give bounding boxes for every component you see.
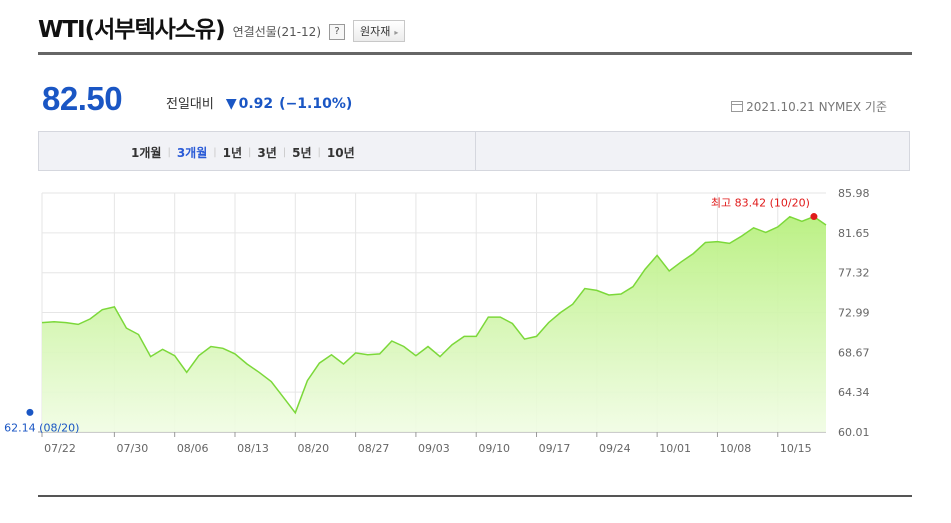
- x-tick-label: 08/20: [297, 442, 329, 455]
- low-marker: [26, 408, 34, 416]
- x-tick-label: 10/15: [780, 442, 812, 455]
- y-tick-label: 72.99: [838, 307, 870, 320]
- tab-separator: |: [248, 147, 252, 158]
- price-area: [42, 216, 826, 432]
- period-tabs: 1개월 | 3개월 | 1년 | 3년 | 5년 | 10년: [38, 131, 910, 171]
- x-tick-label: 10/08: [720, 442, 752, 455]
- footer-divider: [38, 495, 912, 497]
- tab-4[interactable]: 5년: [292, 146, 312, 160]
- low-label: 최저 62.14 (08/20): [0, 421, 79, 434]
- tab-2[interactable]: 1년: [222, 146, 243, 160]
- x-tick-label: 09/24: [599, 442, 631, 455]
- as-of-date: 2021.10.21 NYMEX 기준: [731, 98, 887, 115]
- page-title: WTI(서부텍사스유): [38, 17, 226, 43]
- x-tick-label: 08/27: [358, 442, 390, 455]
- y-tick-label: 81.65: [838, 227, 870, 240]
- x-tick-label: 07/22: [44, 442, 76, 455]
- x-tick-label: 07/30: [117, 442, 149, 455]
- header-divider: [38, 52, 912, 55]
- tab-divider: [475, 132, 476, 170]
- tab-separator: |: [282, 147, 287, 158]
- y-tick-label: 64.34: [838, 386, 870, 399]
- change-value: 0.92: [238, 96, 274, 112]
- commodity-button-label: 원자재: [360, 25, 391, 38]
- change-label: 전일대비: [166, 97, 214, 112]
- current-price: 82.50: [42, 80, 123, 117]
- page-header: WTI(서부텍사스유) 연결선물(21-12) ? 원자재 ▸: [38, 10, 406, 44]
- as-of-text: 2021.10.21 NYMEX 기준: [746, 100, 887, 114]
- tab-0[interactable]: 1개월: [131, 146, 162, 160]
- tab-separator: |: [167, 147, 171, 158]
- chevron-right-icon: ▸: [394, 28, 399, 37]
- help-icon[interactable]: ?: [329, 24, 346, 40]
- y-tick-label: 60.01: [838, 426, 870, 439]
- period-tab-row: 1개월 | 3개월 | 1년 | 3년 | 5년 | 10년: [125, 144, 361, 161]
- x-tick-label: 08/13: [237, 442, 269, 455]
- tab-5[interactable]: 10년: [326, 146, 355, 160]
- x-tick-label: 09/17: [539, 442, 571, 455]
- contract-subtitle: 연결선물(21-12): [232, 25, 322, 39]
- price-change: 전일대비 ▼ 0.92 (−1.10%): [166, 93, 352, 112]
- x-tick-label: 10/01: [659, 442, 691, 455]
- tab-1[interactable]: 3개월: [176, 146, 208, 160]
- y-tick-label: 85.98: [838, 187, 870, 200]
- change-percent: (−1.10%): [279, 96, 353, 112]
- x-tick-label: 08/06: [177, 442, 209, 455]
- high-marker: [810, 213, 818, 221]
- down-arrow-icon: ▼: [225, 96, 237, 112]
- tab-separator: |: [317, 147, 321, 158]
- x-tick-label: 09/10: [478, 442, 510, 455]
- x-tick-label: 09/03: [418, 442, 450, 455]
- commodity-button[interactable]: 원자재 ▸: [353, 20, 406, 42]
- price-line: [41, 215, 827, 415]
- y-tick-label: 77.32: [838, 267, 870, 280]
- high-label: 최고 83.42 (10/20): [711, 197, 810, 210]
- calendar-icon: [731, 101, 744, 112]
- tab-separator: |: [213, 147, 217, 158]
- y-tick-label: 68.67: [838, 346, 870, 359]
- tab-3[interactable]: 3년: [257, 146, 277, 160]
